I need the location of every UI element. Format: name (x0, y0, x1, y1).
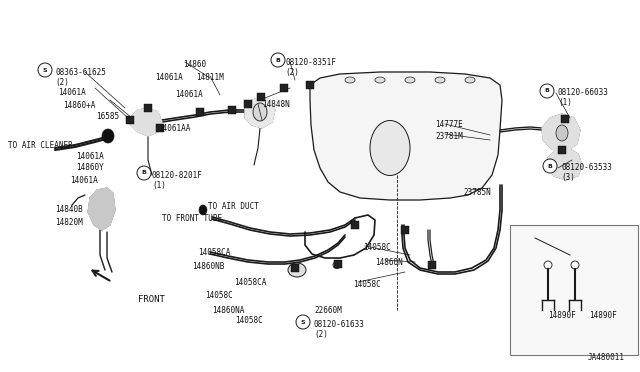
Text: 08120-8201F
(1): 08120-8201F (1) (152, 171, 203, 190)
Circle shape (296, 315, 310, 329)
Text: 08120-63533
(3): 08120-63533 (3) (561, 163, 612, 182)
Bar (280, 84, 288, 92)
Text: TO AIR CLEANER: TO AIR CLEANER (8, 141, 73, 150)
Ellipse shape (405, 77, 415, 83)
Text: 14777E: 14777E (435, 120, 463, 129)
Text: 14820M: 14820M (55, 218, 83, 227)
Bar (291, 264, 299, 272)
Text: 08120-8351F
(2): 08120-8351F (2) (285, 58, 336, 77)
Circle shape (543, 159, 557, 173)
Text: 23785N: 23785N (463, 188, 491, 197)
Text: 14058C: 14058C (205, 291, 233, 300)
Bar (558, 146, 566, 154)
Text: B: B (141, 170, 147, 176)
Text: 14058C: 14058C (353, 280, 381, 289)
Text: FRONT: FRONT (138, 295, 165, 304)
Text: 14058CA: 14058CA (198, 248, 230, 257)
Text: 14061A: 14061A (76, 152, 104, 161)
Bar (351, 221, 359, 229)
Ellipse shape (253, 103, 267, 121)
Circle shape (271, 53, 285, 67)
Text: 08120-66033
(1): 08120-66033 (1) (558, 88, 609, 108)
Text: 14860NA: 14860NA (212, 306, 244, 315)
Text: S: S (301, 320, 305, 324)
Text: 14058C: 14058C (363, 243, 391, 252)
Text: 22660M: 22660M (314, 306, 342, 315)
Text: 16585: 16585 (96, 112, 119, 121)
Bar (257, 93, 265, 101)
Text: 14061A: 14061A (175, 90, 203, 99)
Polygon shape (547, 148, 582, 180)
Text: 08363-61625
(2): 08363-61625 (2) (55, 68, 106, 87)
Ellipse shape (465, 77, 475, 83)
Text: 14061A: 14061A (155, 73, 183, 82)
Text: 14860NB: 14860NB (192, 262, 225, 271)
Text: 14058C: 14058C (235, 316, 263, 325)
Text: 14061AA: 14061AA (158, 124, 190, 133)
Bar (228, 106, 236, 114)
Bar (306, 81, 314, 89)
Ellipse shape (102, 129, 114, 143)
Circle shape (540, 84, 554, 98)
Text: TO FRONT TUBE: TO FRONT TUBE (162, 214, 222, 223)
Ellipse shape (571, 261, 579, 269)
Text: 14860N: 14860N (375, 258, 403, 267)
Circle shape (137, 166, 151, 180)
Text: 14061A: 14061A (58, 88, 86, 97)
Text: B: B (276, 58, 280, 62)
Bar (126, 116, 134, 124)
Text: 14890F: 14890F (548, 311, 576, 320)
Polygon shape (310, 72, 502, 200)
Ellipse shape (370, 121, 410, 176)
Ellipse shape (375, 77, 385, 83)
Ellipse shape (435, 77, 445, 83)
Text: B: B (548, 164, 552, 169)
Text: B: B (545, 89, 549, 93)
Polygon shape (88, 188, 115, 230)
Polygon shape (542, 114, 580, 152)
Text: S: S (43, 67, 47, 73)
Text: 14848N: 14848N (262, 100, 290, 109)
Bar (561, 115, 569, 123)
Polygon shape (130, 108, 162, 136)
Ellipse shape (288, 263, 306, 277)
Ellipse shape (544, 261, 552, 269)
Text: 14860Y: 14860Y (76, 163, 104, 172)
Bar (244, 100, 252, 108)
Bar (144, 104, 152, 112)
Text: JA480011: JA480011 (588, 353, 625, 362)
Text: 14811M: 14811M (196, 73, 224, 82)
Text: 14890F: 14890F (589, 311, 617, 320)
Text: 14860: 14860 (183, 60, 206, 69)
Circle shape (38, 63, 52, 77)
Ellipse shape (199, 205, 207, 215)
Ellipse shape (333, 262, 341, 269)
Text: 14058CA: 14058CA (234, 278, 266, 287)
Bar (334, 260, 342, 268)
Ellipse shape (345, 77, 355, 83)
Text: TO AIR DUCT: TO AIR DUCT (208, 202, 259, 211)
Text: 14061A: 14061A (70, 176, 98, 185)
Text: 14860+A: 14860+A (63, 101, 95, 110)
Bar (196, 108, 204, 116)
Text: 23781M: 23781M (435, 132, 463, 141)
Ellipse shape (556, 125, 568, 141)
Text: 14840B: 14840B (55, 205, 83, 214)
Text: 08120-61633
(2): 08120-61633 (2) (314, 320, 365, 339)
Bar (401, 226, 409, 234)
Bar (156, 124, 164, 132)
Bar (428, 261, 436, 269)
Polygon shape (245, 97, 275, 128)
Bar (510, 225, 638, 355)
